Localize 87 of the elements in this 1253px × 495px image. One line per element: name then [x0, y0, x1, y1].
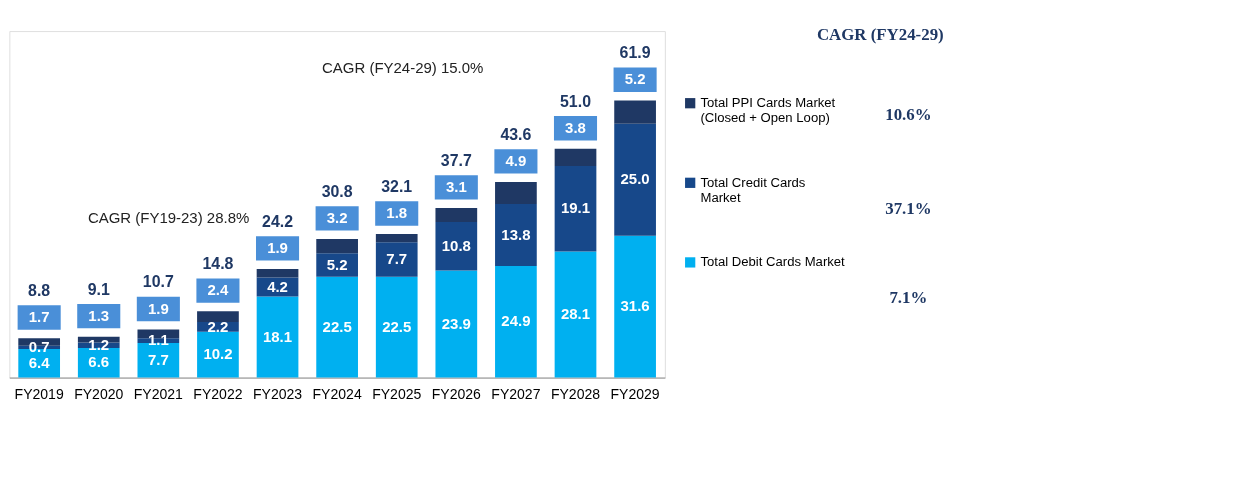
legend-label: Total Credit Cards Market: [700, 174, 806, 205]
bar: [554, 165, 597, 252]
data-label: 2.2: [207, 317, 229, 335]
bar: [435, 270, 478, 378]
x-tick-label: FY2028: [550, 385, 601, 402]
total-label: 43.6: [500, 125, 532, 143]
bar: [256, 296, 299, 378]
bar: [554, 148, 597, 166]
data-label: 3.1: [445, 178, 467, 196]
x-tick-label: FY2025: [372, 385, 422, 402]
legend-label: Total PPI Cards Market (Closed + Open Loop): [700, 94, 836, 125]
bar: [614, 235, 656, 378]
data-label: 1.7: [28, 308, 50, 326]
x-tick-label: FY2022: [193, 385, 243, 402]
bar: [375, 276, 418, 378]
total-label: 61.9: [619, 44, 651, 62]
annotation: CAGR (FY19-23) 28.8%: [87, 209, 250, 227]
data-label: 1.9: [147, 299, 169, 317]
data-label: 1.1: [147, 331, 169, 349]
bar: [435, 208, 478, 222]
bar: [316, 253, 358, 277]
total-label: 32.1: [381, 177, 413, 195]
data-label: 10.8: [441, 236, 471, 254]
text: 7.1%: [889, 287, 928, 307]
total-label: 9.1: [87, 280, 110, 298]
x-tick-label: FY2020: [74, 385, 124, 402]
text: 37.1%: [885, 198, 932, 218]
data-label: 6.6: [88, 353, 110, 371]
total-label: 10.7: [142, 273, 174, 291]
data-label: 10.2: [203, 345, 233, 363]
bar: [316, 239, 358, 254]
bar: [495, 182, 537, 205]
text: CAGR (FY24-29): [816, 25, 944, 45]
x-tick-label: FY2023: [252, 385, 303, 402]
total-label: 30.8: [321, 182, 353, 200]
bar: [137, 343, 180, 378]
data-label: 4.2: [267, 277, 288, 295]
data-label: 25.0: [620, 170, 650, 188]
total-label: 24.2: [262, 212, 294, 230]
data-label: 1.2: [88, 335, 110, 353]
bar: [495, 204, 537, 266]
data-label: 5.2: [326, 255, 348, 273]
x-tick-label: FY2029: [610, 385, 660, 402]
data-label: 6.4: [28, 353, 51, 371]
bar: [435, 221, 478, 271]
data-label: 24.9: [501, 312, 531, 330]
bar: [316, 276, 358, 378]
data-label: 2.4: [207, 281, 230, 299]
data-label: 18.1: [262, 327, 293, 345]
legend-label: Total Debit Cards Market: [700, 254, 846, 270]
x-tick-label: FY2027: [491, 385, 541, 402]
data-label: 31.6: [620, 297, 650, 315]
data-label: 1.9: [267, 239, 288, 257]
bar: [197, 331, 239, 378]
bar: [614, 123, 656, 236]
data-label: 7.7: [386, 250, 408, 268]
x-tick-label: FY2021: [133, 385, 184, 402]
data-label: 3.8: [565, 118, 586, 136]
data-label: 28.1: [560, 305, 591, 323]
bar: [375, 234, 418, 243]
total-label: 51.0: [560, 92, 592, 110]
total-label: 14.8: [202, 255, 234, 273]
data-label: 4.9: [505, 152, 527, 170]
data-label: 1.8: [386, 204, 408, 222]
data-label: 22.5: [322, 317, 352, 335]
data-label: 5.2: [624, 70, 646, 88]
data-label: 23.9: [441, 314, 471, 332]
data-label: 22.5: [382, 317, 412, 335]
total-label: 37.7: [440, 151, 472, 169]
bar: [495, 265, 537, 378]
x-tick-label: FY2019: [14, 385, 64, 402]
text: CAGR (FY24-29) 15.0%: [321, 59, 484, 77]
text: 10.6%: [885, 105, 932, 125]
data-label: 7.7: [147, 351, 169, 369]
bar: [554, 251, 597, 378]
data-label: 3.2: [326, 209, 348, 227]
x-tick-label: FY2024: [312, 385, 362, 402]
data-label: 19.1: [560, 199, 591, 217]
data-label: 1.3: [88, 306, 110, 324]
bar: [197, 311, 239, 322]
bar: [614, 100, 656, 124]
data-label: 0.7: [28, 338, 50, 355]
x-tick-label: FY2026: [431, 385, 482, 402]
bar: [375, 242, 418, 277]
bar: [256, 269, 299, 278]
total-label: 8.8: [28, 281, 51, 299]
data-label: 13.8: [501, 225, 531, 243]
